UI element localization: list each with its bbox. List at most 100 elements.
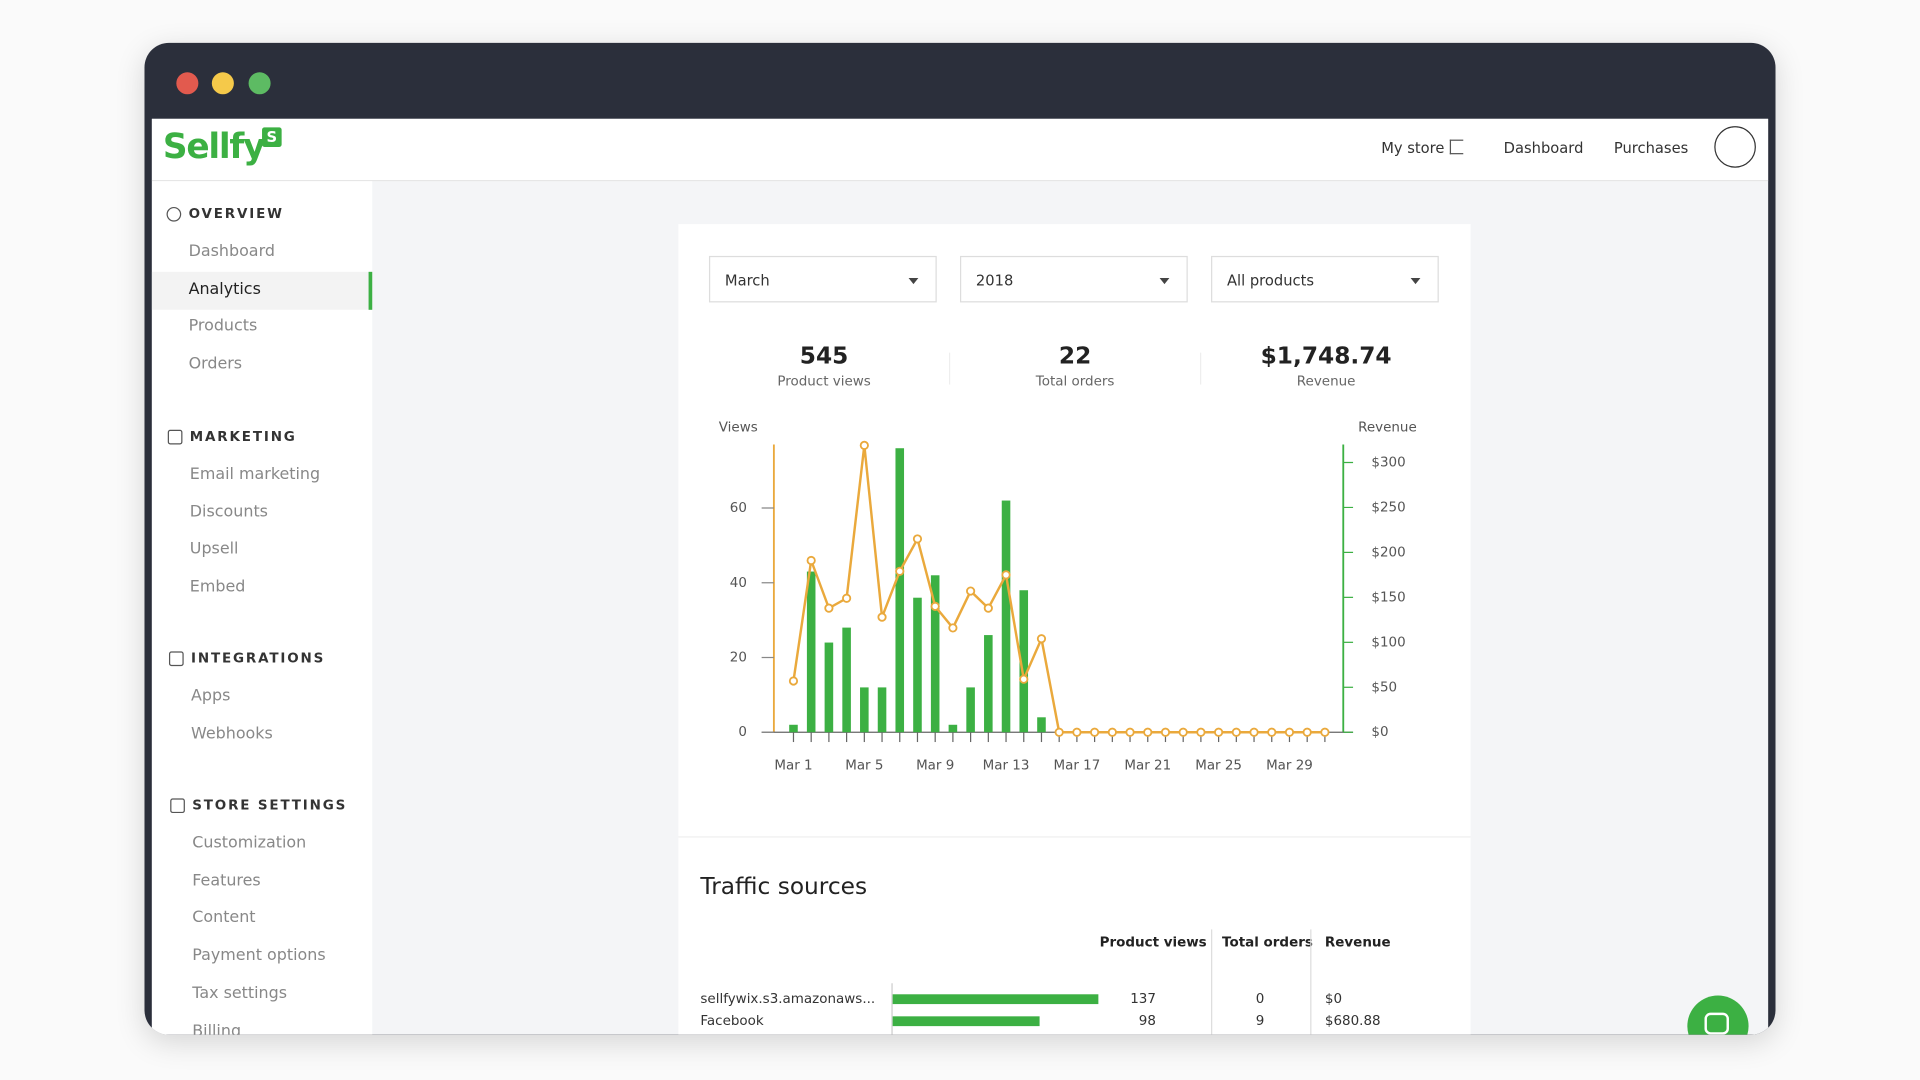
sidebar-link[interactable]: Tax settings: [192, 984, 288, 1003]
stat-value: 545: [799, 342, 849, 370]
column-divider: [1310, 929, 1312, 1035]
point: [859, 440, 869, 450]
views: 137: [1130, 990, 1156, 1007]
nav-link[interactable]: Purchases: [1613, 139, 1689, 157]
point: [1267, 727, 1277, 737]
x-tick-label: Mar 13: [983, 758, 1030, 773]
sidebar-link[interactable]: Analytics: [188, 280, 261, 299]
point: [1072, 727, 1082, 737]
sidebar-link[interactable]: Upsell: [189, 540, 239, 559]
section-title: STORE SETTINGS: [192, 797, 348, 814]
stat-label: Total orders: [1035, 373, 1115, 390]
stat-label: Revenue: [1296, 373, 1356, 390]
point: [1001, 570, 1011, 580]
bar-axis: [891, 983, 893, 1035]
logo[interactable]: Sellfy: [162, 126, 266, 167]
nav-link[interactable]: Dashboard: [1503, 139, 1584, 157]
point: [1214, 727, 1224, 737]
stat-label: Product views: [777, 373, 871, 390]
section-icon: [167, 429, 183, 445]
orders: 0: [1255, 990, 1265, 1007]
sidebar-link[interactable]: Orders: [188, 355, 243, 374]
sidebar-link[interactable]: Billing: [192, 1021, 242, 1035]
bar: [1001, 500, 1011, 733]
analytics-card: March 2018 All products 545 Product views 22 T…: [678, 224, 1471, 1035]
y2-tick-label: $250: [1371, 500, 1405, 515]
line: [792, 445, 1325, 734]
sidebar-link[interactable]: Embed: [189, 578, 246, 597]
sidebar-link[interactable]: Discounts: [189, 502, 268, 522]
y2-tick-label: $50: [1371, 680, 1397, 695]
y-tick-label: 20: [730, 651, 747, 666]
dropdown-caret: [1159, 277, 1170, 285]
sidebar-link[interactable]: Features: [192, 871, 261, 890]
sidebar-link[interactable]: Products: [188, 317, 258, 336]
close-button[interactable]: [176, 72, 199, 95]
x-tick-label: Mar 1: [774, 758, 812, 773]
bar: [824, 642, 834, 733]
y2-tick-label: $200: [1371, 545, 1405, 560]
views: 98: [1138, 1012, 1156, 1028]
section-title: INTEGRATIONS: [191, 650, 326, 667]
bar: [984, 635, 993, 733]
section-title: Traffic sources: [700, 873, 868, 901]
dropdown-caret: [908, 277, 919, 285]
dropdown-label: March: [724, 271, 770, 289]
bar: [1037, 717, 1046, 733]
dropdown-label: All products: [1226, 271, 1315, 289]
sidebar-link[interactable]: Apps: [191, 686, 231, 706]
chat-icon: [1704, 1012, 1729, 1035]
bar: [877, 687, 887, 733]
chat-button[interactable]: [1687, 995, 1749, 1035]
revenue: $0: [1324, 990, 1343, 1007]
point: [895, 566, 905, 576]
views-bar: [892, 1015, 1040, 1026]
section-icon: [168, 651, 184, 667]
point: [788, 676, 799, 686]
sidebar-link[interactable]: Content: [192, 909, 256, 928]
divider: [678, 836, 1471, 838]
point: [1249, 727, 1259, 737]
bar: [860, 687, 869, 733]
dropdown[interactable]: 2018: [960, 255, 1188, 303]
bar: [842, 627, 851, 733]
bar: [1019, 590, 1029, 733]
y2-axis-title: Revenue: [1358, 420, 1417, 435]
sidebar-link[interactable]: Webhooks: [191, 724, 273, 743]
stat-divider: [948, 352, 951, 385]
point: [877, 612, 887, 622]
point: [1019, 674, 1029, 684]
y-tick-label: 40: [730, 576, 747, 591]
stat-value: 22: [1058, 342, 1092, 370]
avatar[interactable]: [1714, 126, 1756, 168]
point: [948, 623, 958, 633]
top-bar: Sellfy S My store Dashboard Purchases: [151, 118, 1769, 182]
dropdown[interactable]: March: [708, 255, 937, 303]
point: [966, 586, 976, 596]
sidebar-link[interactable]: Dashboard: [188, 242, 275, 261]
point: [806, 555, 816, 566]
bar: [806, 571, 816, 733]
x-tick-label: Mar 21: [1124, 758, 1171, 773]
sidebar-link[interactable]: Email marketing: [189, 465, 321, 484]
minimize-button[interactable]: [211, 72, 234, 95]
window: Sellfy S My store Dashboard Purchases OV…: [144, 42, 1776, 1035]
dropdown[interactable]: All products: [1211, 255, 1439, 303]
point: [1284, 727, 1295, 737]
point: [1160, 727, 1171, 737]
y-tick-label: 0: [738, 725, 747, 740]
dropdown-caret: [1410, 277, 1421, 285]
bar: [948, 724, 958, 733]
point: [1178, 727, 1188, 737]
y2-tick-label: $100: [1371, 635, 1405, 650]
point: [1036, 634, 1047, 644]
section-icon: [170, 798, 185, 814]
bar: [930, 575, 940, 733]
nav-link[interactable]: My store: [1381, 139, 1445, 157]
maximize-button[interactable]: [248, 72, 271, 95]
sidebar-link[interactable]: Customization: [192, 833, 307, 853]
chart: Views Revenue 0 20 40 60 $0 $50 $100 $150 $200 $250…: [719, 420, 1417, 773]
bar: [913, 597, 922, 733]
sidebar-link[interactable]: Payment options: [192, 946, 326, 966]
